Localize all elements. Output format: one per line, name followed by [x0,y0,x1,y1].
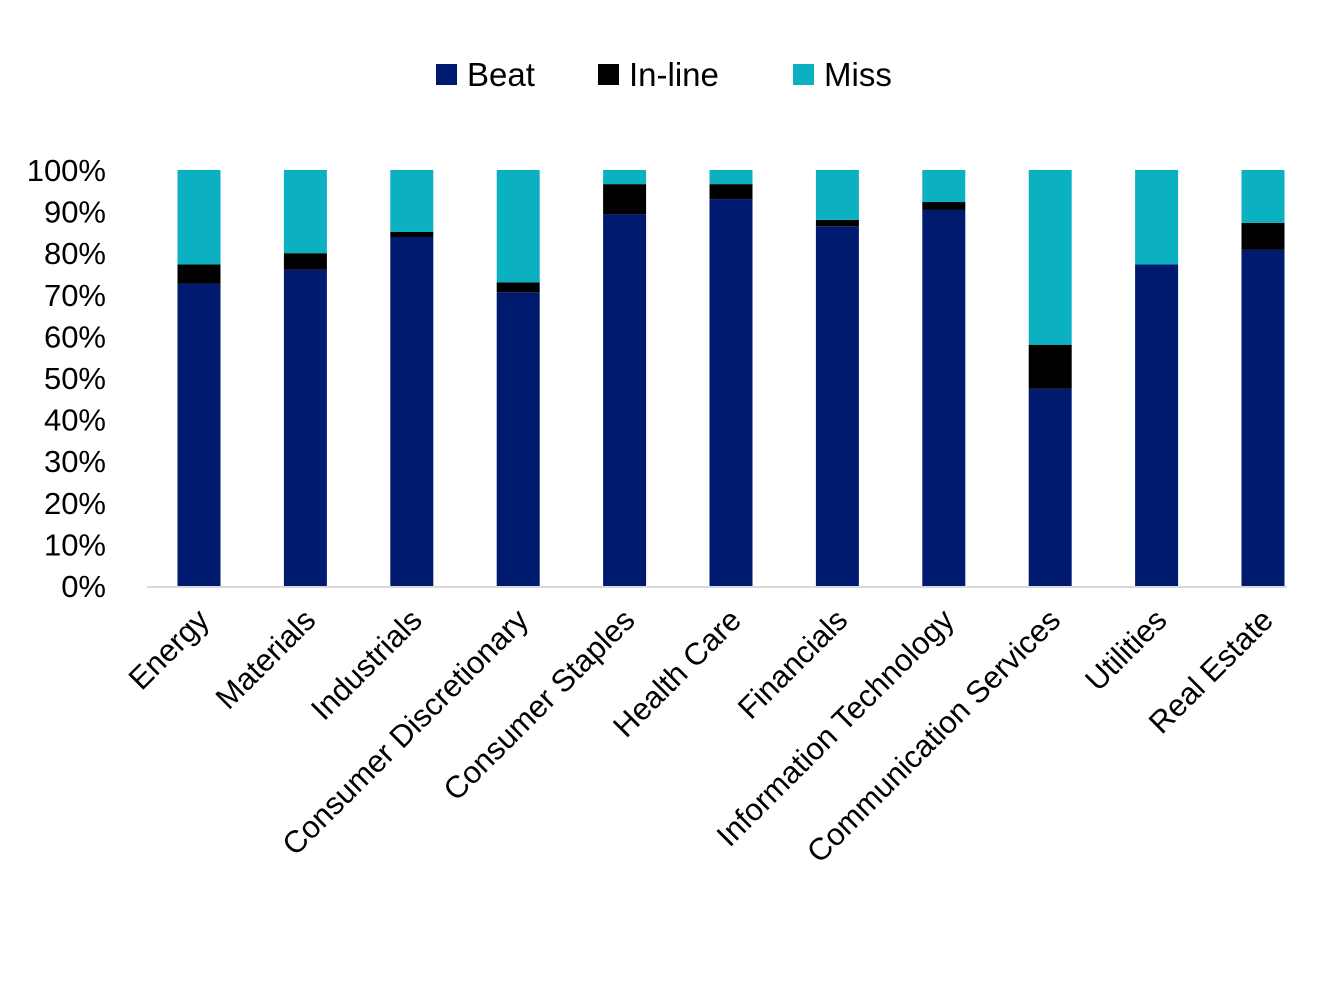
bar-beat-consumer-staples [603,214,647,586]
legend-label: Beat [467,56,535,93]
bar-in-line-energy [177,264,221,284]
legend-swatch-beat [436,64,457,85]
x-tick-label: Materials [209,602,323,716]
bar-beat-communication-services [1028,388,1072,586]
y-tick-label: 50% [44,361,106,396]
bar-beat-financials [815,226,859,586]
legend-swatch-miss [793,64,814,85]
y-tick-label: 70% [44,278,106,313]
bar-in-line-consumer-discretionary [496,282,540,293]
bar-in-line-materials [283,253,327,270]
y-tick-label: 40% [44,403,106,438]
x-tick-label: Energy [122,602,217,697]
bar-beat-materials [283,269,327,586]
bar-miss-materials [283,170,327,254]
bar-in-line-communication-services [1028,344,1072,389]
legend: Beat In-line Miss [436,56,892,93]
bar-miss-consumer-staples [603,170,647,185]
legend-swatch-in-line [598,64,619,85]
bar-in-line-information-technology [922,202,966,210]
y-tick-label: 100% [27,153,106,188]
bar-beat-information-technology [922,209,966,586]
bar-miss-financials [815,170,859,220]
bar-miss-energy [177,170,221,265]
bar-in-line-real-estate [1241,222,1285,250]
bar-miss-information-technology [922,170,966,203]
bar-beat-energy [177,283,221,586]
x-tick-label: Consumer Staples [436,602,641,807]
y-tick-label: 0% [61,569,106,604]
y-tick-label: 90% [44,195,106,230]
bar-in-line-health-care [709,184,753,200]
y-axis: 0% 10% 20% 30% 40% 50% 60% 70% 80% 90% 100% [27,153,106,604]
y-tick-label: 10% [44,527,106,562]
bar-miss-consumer-discretionary [496,170,540,283]
bar-in-line-industrials [390,231,434,237]
legend-label: Miss [824,56,892,93]
bar-in-line-financials [815,219,859,227]
bar-in-line-consumer-staples [603,184,647,215]
y-tick-label: 80% [44,236,106,271]
bar-miss-utilities [1135,170,1179,265]
bar-beat-real-estate [1241,249,1285,586]
bar-miss-industrials [390,170,434,232]
bar-miss-health-care [709,170,753,185]
x-tick-label: Utilities [1078,602,1173,697]
bar-miss-communication-services [1028,170,1072,345]
y-tick-label: 20% [44,486,106,521]
legend-label: In-line [629,56,719,93]
bar-beat-industrials [390,236,434,586]
y-tick-label: 30% [44,444,106,479]
bar-beat-health-care [709,199,753,586]
bars [177,170,1285,586]
bar-beat-consumer-discretionary [496,292,540,586]
y-tick-label: 60% [44,319,106,354]
bar-miss-real-estate [1241,170,1285,223]
bar-beat-utilities [1135,264,1179,586]
